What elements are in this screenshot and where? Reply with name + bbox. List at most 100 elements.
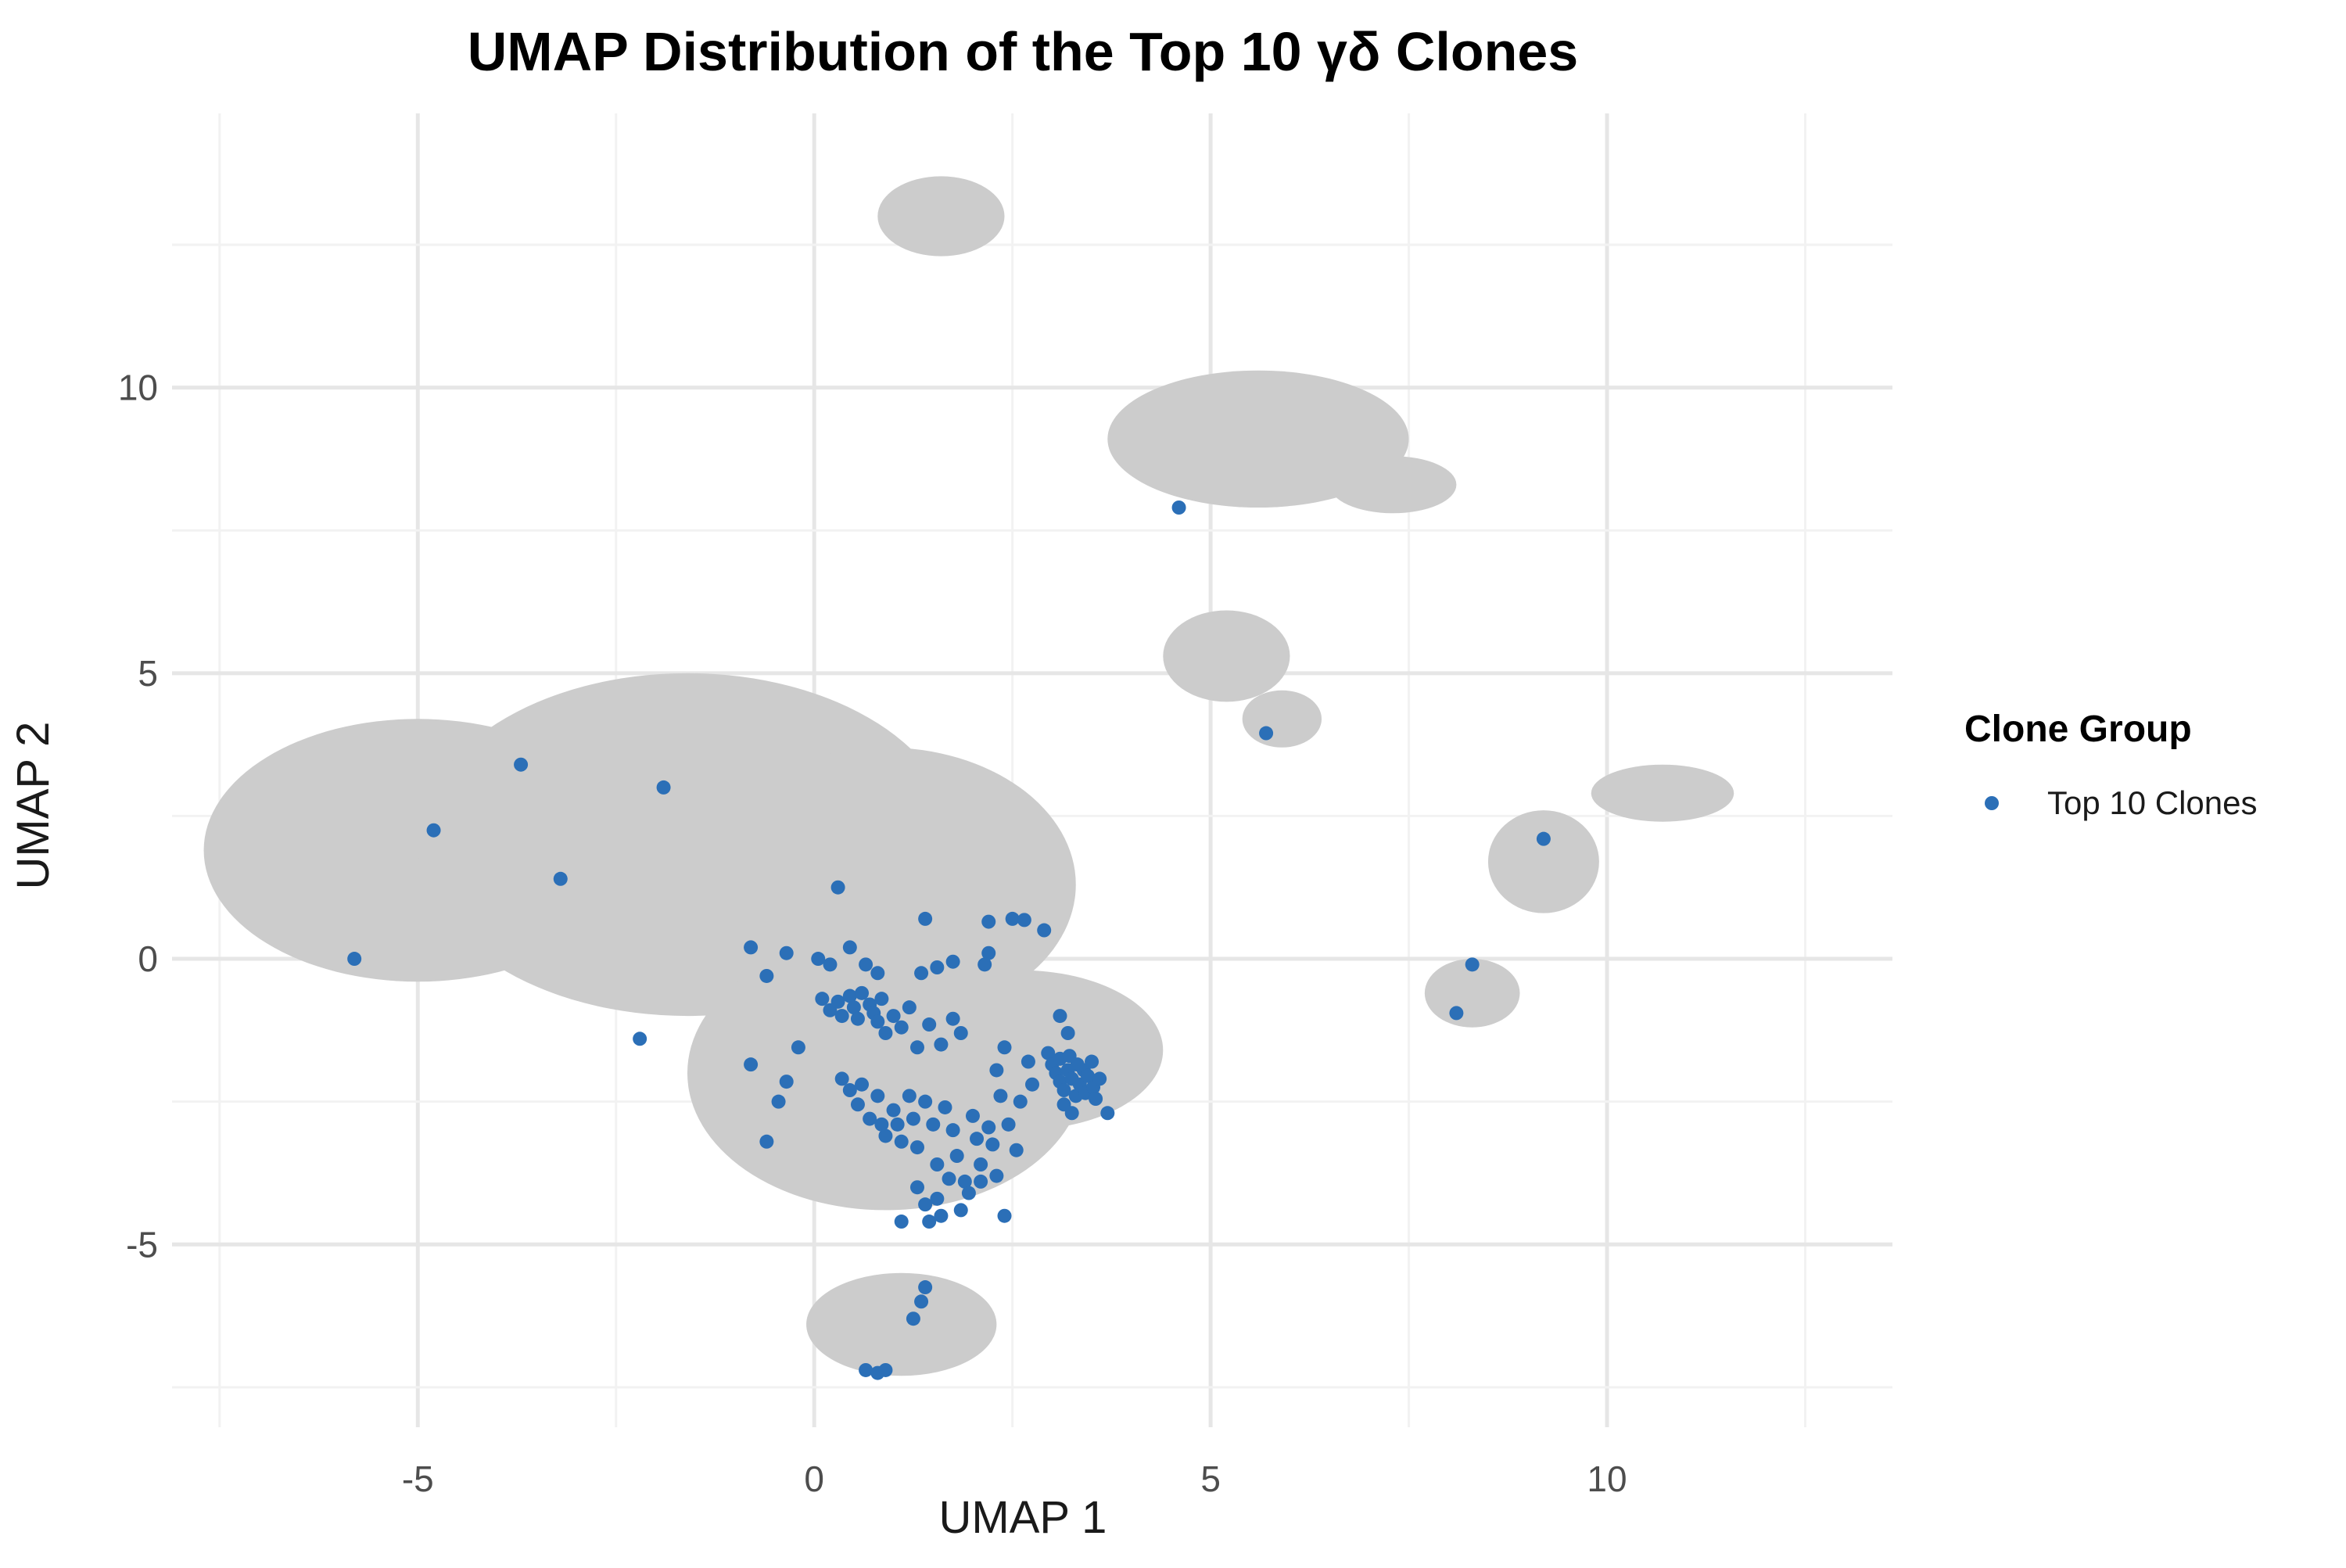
x-axis-title: UMAP 1 (939, 1492, 1107, 1543)
clone-point (1013, 1094, 1028, 1109)
clone-point (918, 1280, 933, 1295)
clone-point (1041, 1046, 1056, 1060)
clone-point (759, 968, 774, 983)
clone-point (909, 1140, 924, 1155)
clone-point (953, 1203, 968, 1218)
clone-point (902, 1000, 917, 1015)
clone-point (938, 1100, 952, 1114)
background-cells (203, 176, 1734, 1376)
clone-point (553, 871, 568, 886)
clone-point (855, 1077, 870, 1092)
background-cell-region (1329, 456, 1457, 514)
clone-point (1080, 1068, 1095, 1083)
clone-point (961, 1186, 976, 1200)
clone-point (909, 1180, 924, 1195)
clone-point (842, 940, 857, 955)
clone-point (930, 1157, 945, 1172)
clone-point (922, 1017, 937, 1032)
clone-point (1465, 957, 1480, 972)
background-cell-region (1487, 810, 1599, 913)
clone-point (870, 1014, 885, 1029)
clone-points (347, 501, 1551, 1380)
clone-point (1005, 911, 1020, 926)
clone-point (834, 1071, 849, 1086)
clone-point (426, 823, 441, 838)
clone-point (965, 1108, 980, 1123)
y-tick-label: 0 (138, 938, 158, 979)
clone-point (997, 1208, 1012, 1223)
clone-point (957, 1174, 972, 1189)
clone-point (815, 992, 830, 1006)
clone-point (791, 1040, 805, 1055)
clone-point (1060, 1026, 1075, 1040)
clone-point (886, 1009, 901, 1024)
clone-point (1017, 913, 1031, 928)
legend-label: Top 10 Clones (2047, 784, 2258, 821)
clone-point (850, 1097, 865, 1112)
clone-point (1259, 726, 1274, 741)
clone-point (878, 1128, 893, 1143)
clone-point (978, 957, 992, 972)
clone-point (834, 1009, 849, 1024)
clone-point (953, 1026, 968, 1040)
clone-point (918, 1094, 933, 1109)
clone-point (878, 1026, 893, 1040)
legend-marker (1985, 796, 1999, 810)
clone-point (830, 994, 845, 1009)
clone-point (1056, 1083, 1071, 1098)
clone-point (842, 1083, 857, 1098)
y-tick-label: -5 (126, 1224, 158, 1265)
clone-point (1053, 1009, 1067, 1024)
clone-point (930, 1191, 945, 1206)
chart-title: UMAP Distribution of the Top 10 γδ Clone… (468, 21, 1578, 82)
clone-point (890, 1117, 905, 1132)
clone-point (842, 989, 857, 1003)
clone-point (870, 966, 885, 981)
clone-point (997, 1040, 1012, 1055)
clone-point (974, 1157, 988, 1172)
clone-point (922, 1215, 937, 1229)
clone-point (914, 1294, 929, 1309)
x-tick-label: 5 (1200, 1459, 1221, 1499)
clone-point (942, 1172, 956, 1186)
clone-point (974, 1174, 988, 1189)
clone-point (771, 1094, 786, 1109)
clone-point (1171, 501, 1186, 515)
clone-point (759, 1134, 774, 1149)
clone-point (989, 1063, 1004, 1078)
clone-point (878, 1362, 893, 1377)
y-axis-title: UMAP 2 (8, 722, 59, 890)
clone-point (846, 1000, 861, 1015)
clone-point (823, 957, 838, 972)
clone-point (906, 1311, 920, 1326)
x-tick-label: 0 (804, 1459, 824, 1499)
clone-point (656, 780, 671, 795)
x-tick-label: 10 (1587, 1459, 1627, 1499)
clone-point (934, 1037, 949, 1052)
clone-point (918, 1197, 933, 1212)
clone-point (989, 1168, 1004, 1183)
x-tick-label: -5 (402, 1459, 434, 1499)
clone-point (945, 954, 960, 969)
background-cell-region (1163, 610, 1290, 702)
clone-point (744, 1057, 759, 1072)
y-tick-label: 5 (138, 653, 158, 694)
clone-point (874, 1117, 889, 1132)
clone-point (779, 945, 794, 960)
clone-point (894, 1020, 909, 1035)
clone-point (886, 1103, 901, 1118)
clone-point (744, 940, 759, 955)
tick-labels: -5 0 5 10 -5 0 5 10 (118, 368, 1627, 1499)
clone-point (985, 1137, 1000, 1152)
clone-point (779, 1075, 794, 1089)
clone-point (926, 1117, 941, 1132)
clone-point (1001, 1117, 1016, 1132)
clone-point (993, 1089, 1008, 1103)
clone-point (1100, 1106, 1115, 1121)
clone-point (830, 880, 845, 895)
clone-point (863, 1111, 877, 1126)
clone-point (945, 1011, 960, 1026)
clone-point (1089, 1092, 1103, 1106)
clone-point (1064, 1106, 1079, 1121)
